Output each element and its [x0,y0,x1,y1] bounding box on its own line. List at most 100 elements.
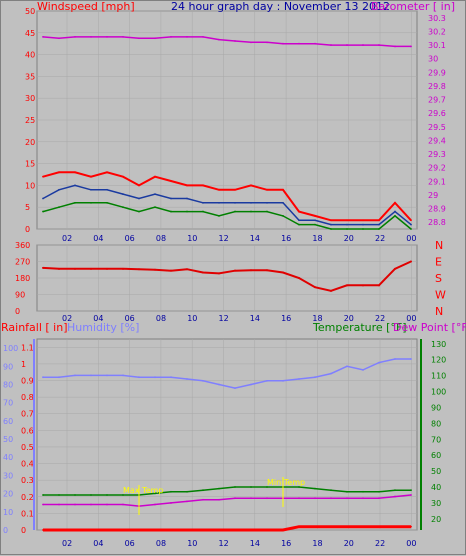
rainfall-line-point [74,529,76,531]
temperature-line-point [394,489,396,492]
barometer-line-point [154,37,156,40]
humidity-tick-label: 20 [3,490,13,499]
direction-tick-label: 90 [15,291,25,300]
temperature-line-point [170,490,172,493]
direction-tick-label: 360 [15,241,30,250]
temperature-line-point [218,487,220,490]
barometer-line-point [218,38,220,41]
wind-avg-line-point [394,210,396,213]
wind-direction-point [282,271,284,274]
temperature-line-point [314,487,316,490]
temperature-line-point [74,494,76,496]
rainfall-line-point [394,525,396,528]
wind-avg-low-line-point [42,210,44,213]
wind-line-point [90,175,92,178]
time-tick-label: 10 [187,539,197,548]
min-temp-label: Max Temp [123,486,163,495]
barometer-line-point [378,44,380,46]
wind-avg-line-point [250,201,252,204]
time-tick-label: 00 [406,314,416,323]
wind-avg-line-point [234,201,236,204]
time-tick-label: 20 [344,234,354,243]
time-tick-label: 08 [156,234,166,243]
bottom-grid [37,339,417,531]
rain-tick-label: 0.7 [21,410,34,419]
barometer-line-point [58,37,60,40]
rain-tick-label: 0.1 [21,509,34,518]
barometer-line-point [394,45,396,48]
wind-tick-label: 50 [25,7,35,16]
wind-line-point [394,201,396,204]
wind-tick-label: 30 [25,94,35,103]
wind-avg-line-point [218,201,220,204]
barometer-line-point [106,35,108,38]
wind-direction-point [202,271,204,274]
time-tick-label: 00 [406,234,416,243]
rain-tick-label: 0.2 [21,493,34,502]
wind-line-point [138,184,140,187]
humidity-line-point [282,379,284,382]
temperature-tick-label: 100 [431,388,446,397]
wind-avg-line-point [298,219,300,222]
barometer-line-point [186,35,188,38]
wind-line-point [42,175,44,178]
dewpoint-line-point [74,503,76,506]
wind-direction-point [186,268,188,271]
rain-tick-label: 1 [21,360,26,369]
wind-avg-low-line-point [170,210,172,213]
temperature-tick-label: 60 [431,451,441,460]
rainfall-line-point [122,529,124,531]
dewpoint-line-point [250,497,252,500]
wind-avg-low-line-point [74,201,76,204]
humidity-tick-label: 80 [3,380,13,389]
temperature-line-point [202,489,204,492]
temperature-tick-label: 90 [431,403,441,412]
wind-direction-point [410,260,412,263]
barometer-tick-label: 29.6 [428,109,446,118]
rainfall-line-point [250,529,252,531]
temperature-line-point [266,486,268,488]
temperature-line-point [122,494,124,496]
wind-avg-low-line-point [298,223,300,226]
wind-line-point [410,219,412,222]
wind-line-point [266,188,268,191]
rainfall-line-point [330,525,332,528]
humidity-line-point [234,387,236,390]
dewpoint-line-point [234,497,236,500]
time-tick-label: 20 [344,539,354,548]
barometer-tick-label: 29.9 [428,68,446,77]
dewpoint-line-point [314,497,316,500]
wind-avg-line-point [202,201,204,204]
temperature-line-point [250,486,252,488]
barometer-tick-label: 29.2 [428,164,446,173]
humidity-tick-label: 100 [3,344,18,353]
barometer-tick-label: 29.8 [428,82,446,91]
time-tick-label: 12 [219,234,229,243]
wind-line-point [202,184,204,187]
rainfall-line-point [186,529,188,531]
barometer-line-point [266,41,268,44]
time-tick-label: 06 [125,314,135,323]
temperature-tick-label: 120 [431,356,446,365]
time-tick-label: 04 [93,314,103,323]
barometer-tick-label: 29.1 [428,177,446,186]
wind-avg-low-line-point [410,228,412,230]
time-tick-label: 18 [312,539,322,548]
humidity-tick-label: 50 [3,435,13,444]
wind-avg-line-point [90,188,92,191]
wind-avg-low-line [42,202,412,230]
wind-line-point [314,215,316,217]
wind-avg-line-point [282,201,284,204]
temperature-line-point [58,494,60,496]
temperature-tick-label: 80 [431,419,441,428]
humidity-line-point [330,372,332,375]
wind-avg-low-line-point [330,228,332,230]
wind-direction-point [42,266,44,269]
rainfall-line-point [234,529,236,531]
wind-avg-line-point [106,188,108,191]
wind-avg-line-point [410,223,412,226]
wind-line-point [362,219,364,222]
humidity-line-point [250,383,252,386]
wind-line-point [298,210,300,213]
